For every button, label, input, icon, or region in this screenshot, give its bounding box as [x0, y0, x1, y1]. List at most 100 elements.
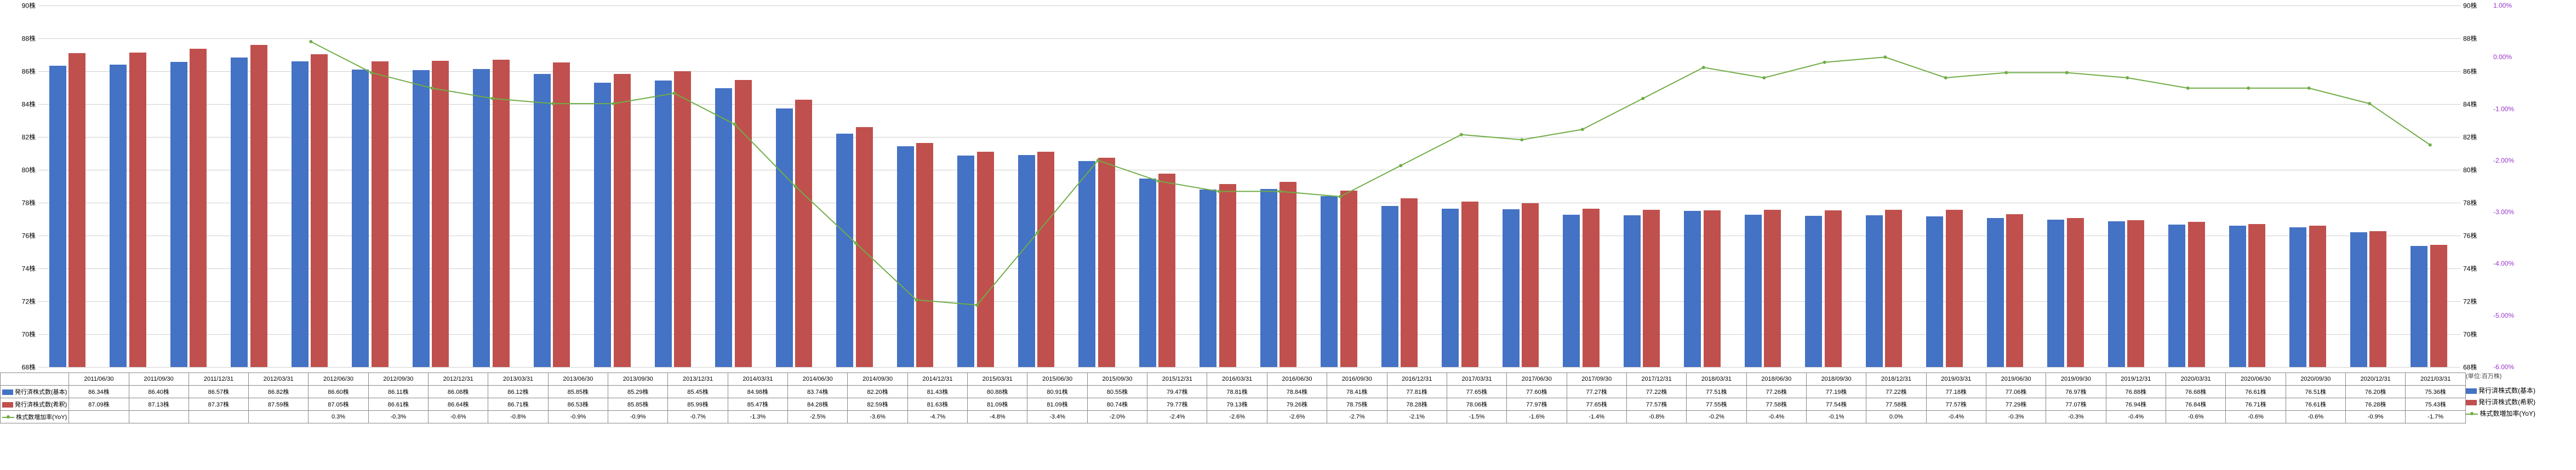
- bar-diluted: [2067, 218, 2084, 367]
- table-cell: -1.7%: [2406, 411, 2466, 423]
- row-head: 株式数増加率(YoY): [1, 411, 69, 423]
- bar-basic: [1200, 190, 1216, 367]
- table-cell: 77.27株: [1567, 386, 1626, 398]
- bar-basic: [1139, 179, 1156, 367]
- table-cell: 77.22株: [1866, 386, 1926, 398]
- unit-label: (単位:百万株): [2466, 371, 2501, 380]
- table-cell: -1.6%: [1507, 411, 1567, 423]
- bar-basic: [897, 146, 914, 367]
- table-cell: 2016/12/31: [1387, 373, 1447, 386]
- bar-basic: [49, 66, 66, 367]
- bar-basic: [1624, 215, 1641, 367]
- table-cell: 2011/12/31: [189, 373, 248, 386]
- bar-basic: [1078, 161, 1095, 368]
- table-cell: -4.7%: [907, 411, 967, 423]
- bar-diluted: [1643, 210, 1660, 367]
- table-cell: 87.37株: [189, 398, 248, 411]
- table-cell: 80.88株: [968, 386, 1027, 398]
- table-cell: -0.4%: [1746, 411, 1806, 423]
- table-cell: 78.75株: [1327, 398, 1387, 411]
- bar-basic: [1381, 206, 1398, 367]
- table-cell: 2017/12/31: [1626, 373, 1686, 386]
- table-cell: -0.6%: [2166, 411, 2225, 423]
- table-cell: 79.47株: [1147, 386, 1207, 398]
- table-cell: 2011/09/30: [129, 373, 189, 386]
- table-cell: 2015/06/30: [1027, 373, 1087, 386]
- table-cell: -0.8%: [1626, 411, 1686, 423]
- chart-container: 68株70株72株74株76株78株80株82株84株86株88株90株 68株…: [0, 0, 2576, 470]
- table-cell: -2.1%: [1387, 411, 1447, 423]
- bar-diluted: [977, 152, 994, 367]
- bar-basic: [2047, 220, 2064, 367]
- bar-basic: [2350, 232, 2367, 367]
- y-axis-right-pct: -6.00%-5.00%-4.00%-3.00%-2.00%-1.00%0.00…: [2493, 5, 2526, 367]
- bar-diluted: [1461, 202, 1478, 367]
- table-cell: -1.3%: [728, 411, 787, 423]
- bar-diluted: [2369, 231, 2386, 367]
- table-cell: 2021/03/31: [2406, 373, 2466, 386]
- table-cell: 75.36株: [2406, 386, 2466, 398]
- table-cell: 82.59株: [848, 398, 907, 411]
- table-cell: 86.34株: [69, 386, 129, 398]
- table-cell: -0.4%: [2106, 411, 2166, 423]
- table-cell: 2019/03/31: [1926, 373, 1986, 386]
- bar-basic: [110, 65, 127, 367]
- y-axis-left: 68株70株72株74株76株78株80株82株84株86株88株90株: [0, 5, 36, 367]
- row-head: [1, 373, 69, 386]
- table-cell: 86.08株: [429, 386, 488, 398]
- table-cell: 2013/03/31: [488, 373, 548, 386]
- bar-diluted: [553, 62, 570, 367]
- table-cell: 2017/03/31: [1447, 373, 1506, 386]
- bar-diluted: [1098, 158, 1115, 367]
- table-cell: 77.58株: [1866, 398, 1926, 411]
- bar-diluted: [1764, 210, 1781, 367]
- bar-basic: [1018, 155, 1035, 367]
- table-cell: -0.2%: [1687, 411, 1746, 423]
- table-cell: 86.11株: [368, 386, 428, 398]
- bar-basic: [715, 88, 732, 367]
- table-cell: 76.61株: [2226, 386, 2286, 398]
- table-cell: 77.22株: [1626, 386, 1686, 398]
- table-cell: 2020/03/31: [2166, 373, 2225, 386]
- bar-diluted: [1340, 191, 1357, 368]
- table-cell: -0.3%: [2046, 411, 2106, 423]
- table-cell: 77.26株: [1746, 386, 1806, 398]
- table-cell: 80.55株: [1087, 386, 1147, 398]
- bar-basic: [1866, 215, 1883, 367]
- bar-basic: [2289, 227, 2306, 367]
- table-cell: -0.9%: [548, 411, 608, 423]
- bar-diluted: [2430, 245, 2447, 367]
- bar-basic: [1684, 211, 1701, 367]
- table-cell: 77.65株: [1447, 386, 1506, 398]
- table-cell: 77.57株: [1626, 398, 1686, 411]
- table-cell: 77.07株: [2046, 398, 2106, 411]
- bar-diluted: [1158, 174, 1175, 367]
- bar-basic: [594, 83, 611, 367]
- table-cell: [248, 411, 308, 423]
- plot-area: [38, 5, 2460, 368]
- table-cell: 85.85株: [548, 386, 608, 398]
- bar-basic: [170, 62, 187, 367]
- table-cell: 2012/12/31: [429, 373, 488, 386]
- table-cell: 80.74株: [1087, 398, 1147, 411]
- table-cell: 2019/09/30: [2046, 373, 2106, 386]
- bar-diluted: [2006, 214, 2023, 367]
- bar-diluted: [856, 127, 873, 367]
- table-cell: -3.6%: [848, 411, 907, 423]
- table-cell: 81.63株: [907, 398, 967, 411]
- table-cell: 78.41株: [1327, 386, 1387, 398]
- table-cell: 86.60株: [309, 386, 368, 398]
- bar-diluted: [1885, 210, 1902, 367]
- table-cell: -3.4%: [1027, 411, 1087, 423]
- bar-basic: [1926, 216, 1943, 367]
- table-cell: 85.45株: [668, 386, 728, 398]
- bar-basic: [2108, 221, 2125, 367]
- table-cell: 76.20株: [2346, 386, 2406, 398]
- table-cell: -1.4%: [1567, 411, 1626, 423]
- table-cell: 78.06株: [1447, 398, 1506, 411]
- table-cell: 81.43株: [907, 386, 967, 398]
- table-cell: 84.28株: [788, 398, 848, 411]
- table-cell: 2018/09/30: [1806, 373, 1866, 386]
- bar-basic: [957, 156, 974, 367]
- data-table: 2011/06/302011/09/302011/12/312012/03/31…: [0, 372, 2466, 423]
